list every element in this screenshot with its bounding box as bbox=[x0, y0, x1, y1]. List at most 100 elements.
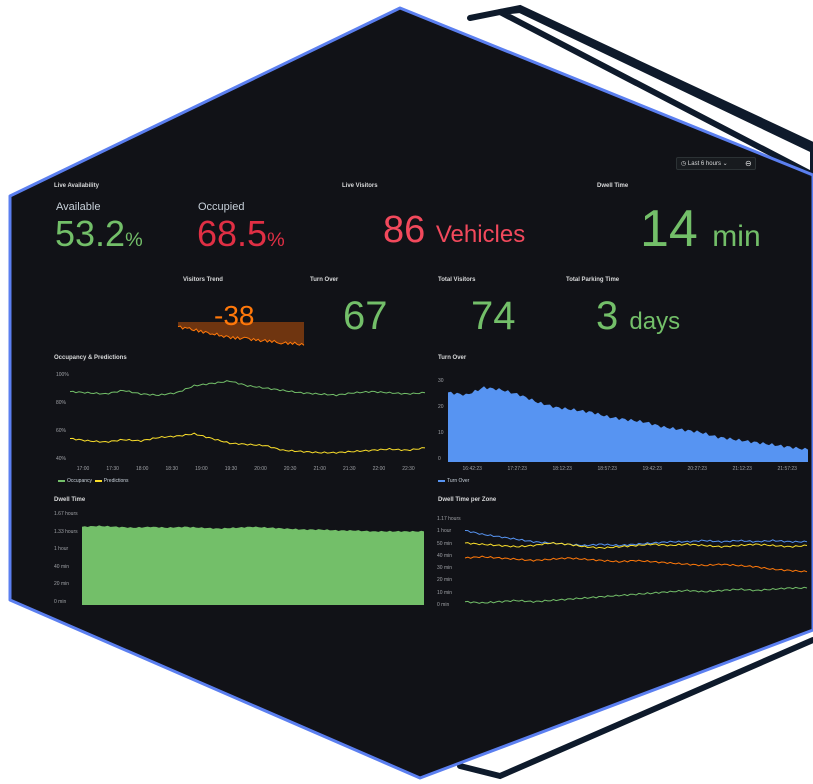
total-visitors-value: 74 bbox=[471, 294, 516, 338]
occupied-label: Occupied bbox=[198, 201, 245, 213]
x-tick-label: 17:27:23 bbox=[507, 466, 527, 472]
x-tick-label: 21:30 bbox=[343, 466, 356, 472]
zoom-out-icon[interactable]: ⊖ bbox=[745, 159, 752, 168]
x-tick-label: 22:00 bbox=[372, 466, 386, 472]
y-tick-label: 60% bbox=[56, 428, 67, 434]
visitors-trend-value: -38 bbox=[214, 300, 255, 331]
y-tick-label: 40 min bbox=[437, 552, 453, 559]
live-visitors-unit: Vehicles bbox=[435, 221, 526, 248]
total-parking-time-number: 3 bbox=[596, 294, 619, 338]
occupied-value: 68.5% bbox=[197, 216, 285, 252]
live-availability-title: Live Availability bbox=[54, 183, 99, 189]
y-tick-label: 1.67 hours bbox=[54, 511, 78, 517]
live-visitors-value: 86 Vehicles bbox=[383, 211, 525, 249]
x-tick-label: 20:30 bbox=[283, 466, 297, 472]
x-tick-label: 18:57:23 bbox=[597, 466, 617, 472]
turnover-chart bbox=[448, 386, 808, 462]
y-tick-label: 30 min bbox=[437, 565, 453, 572]
turnover-chart-title: Turn Over bbox=[438, 355, 467, 361]
time-range-picker[interactable]: ◷ Last 6 hours ⌄ bbox=[676, 157, 756, 170]
turnover-legend[interactable]: Turn Over bbox=[438, 478, 469, 484]
live-visitors-title: Live Visitors bbox=[342, 183, 378, 189]
series-line-2 bbox=[464, 555, 808, 573]
y-tick-label: 20 min bbox=[437, 577, 453, 584]
x-tick-label: 19:30 bbox=[224, 466, 238, 472]
zone-chart-title: Dwell Time per Zone bbox=[438, 497, 497, 503]
available-label: Available bbox=[56, 201, 101, 213]
y-tick-label: 100% bbox=[56, 372, 69, 378]
x-tick-label: 19:00 bbox=[195, 466, 208, 472]
series-area-0 bbox=[448, 386, 808, 462]
visitors-trend-sparkline bbox=[177, 322, 305, 346]
occupancy-swatch bbox=[58, 479, 65, 482]
turnover-legend-label: Turn Over bbox=[447, 478, 470, 484]
y-tick-label: 1 hour bbox=[54, 546, 69, 553]
x-tick-label: 18:00 bbox=[135, 466, 149, 472]
y-tick-label: 80% bbox=[56, 400, 67, 406]
y-tick-label: 40% bbox=[56, 456, 67, 462]
series-line-1 bbox=[464, 541, 808, 550]
occupancy-chart-title: Occupancy & Predictions bbox=[54, 355, 127, 361]
y-tick-label: 0 min bbox=[437, 602, 450, 608]
y-tick-label: 1.17 hours bbox=[437, 516, 461, 522]
time-range-label: Last 6 hours bbox=[687, 161, 721, 167]
front-frame bbox=[8, 6, 813, 780]
visitors-trend-title: Visitors Trend bbox=[183, 277, 223, 283]
y-tick-label: 1.33 hours bbox=[54, 528, 78, 535]
y-tick-label: 30 bbox=[438, 378, 444, 384]
x-tick-label: 20:27:23 bbox=[687, 466, 707, 472]
back-frame-bottom bbox=[457, 637, 813, 780]
x-tick-label: 17:00 bbox=[76, 466, 90, 472]
series-line-0 bbox=[464, 530, 808, 547]
series-line-1 bbox=[69, 432, 426, 454]
y-tick-label: 20 bbox=[438, 404, 444, 410]
trend-line bbox=[177, 325, 305, 346]
dwell-time-unit: min bbox=[712, 220, 761, 253]
y-tick-label: 1 hour bbox=[437, 528, 452, 535]
x-tick-label: 18:30 bbox=[165, 466, 179, 472]
dwell-time-title: Dwell Time bbox=[597, 183, 629, 189]
back-frame-top bbox=[497, 7, 813, 178]
dwell-chart bbox=[82, 525, 424, 605]
predictions-legend-label: Predictions bbox=[103, 478, 129, 484]
y-tick-label: 0 min bbox=[54, 599, 67, 605]
occupancy-chart bbox=[69, 380, 426, 454]
series-line-3 bbox=[464, 586, 808, 604]
total-parking-time-value: 3 days bbox=[596, 296, 680, 336]
available-number: 53.2 bbox=[55, 213, 126, 254]
total-parking-time-title: Total Parking Time bbox=[566, 277, 620, 283]
dwell-time-number: 14 bbox=[640, 200, 698, 258]
x-tick-label: 21:00 bbox=[313, 466, 326, 472]
occupied-unit: % bbox=[267, 229, 285, 251]
turn-over-title: Turn Over bbox=[310, 277, 339, 283]
x-tick-label: 20:00 bbox=[254, 466, 267, 472]
back-frame-edge bbox=[467, 4, 813, 148]
dwell-time-value: 14 min bbox=[640, 203, 761, 255]
x-tick-label: 21:57:23 bbox=[777, 466, 797, 472]
turnover-swatch bbox=[438, 479, 445, 482]
total-visitors-title: Total Visitors bbox=[438, 277, 476, 283]
y-tick-label: 50 min bbox=[437, 540, 453, 547]
occupied-number: 68.5 bbox=[197, 213, 268, 254]
series-area-0 bbox=[82, 525, 424, 605]
trend-area bbox=[178, 322, 304, 346]
available-unit: % bbox=[125, 229, 143, 251]
series-line-0 bbox=[69, 380, 426, 397]
x-tick-label: 19:42:23 bbox=[642, 466, 662, 472]
x-tick-label: 21:12:23 bbox=[732, 466, 752, 472]
zone-chart bbox=[464, 530, 808, 604]
y-tick-label: 20 min bbox=[54, 581, 70, 588]
x-tick-label: 18:12:23 bbox=[552, 466, 572, 472]
predictions-swatch bbox=[94, 479, 102, 482]
occupancy-legend[interactable]: Occupancy Predictions bbox=[58, 478, 129, 484]
x-tick-label: 17:30 bbox=[106, 466, 119, 472]
turn-over-value: 67 bbox=[343, 294, 388, 338]
y-tick-label: 40 min bbox=[54, 563, 70, 570]
y-tick-label: 10 bbox=[438, 430, 444, 436]
clock-icon: ◷ bbox=[681, 161, 687, 167]
available-value: 53.2% bbox=[55, 216, 143, 252]
y-tick-label: 0 bbox=[438, 456, 441, 462]
occupancy-legend-label: Occupancy bbox=[67, 478, 93, 484]
